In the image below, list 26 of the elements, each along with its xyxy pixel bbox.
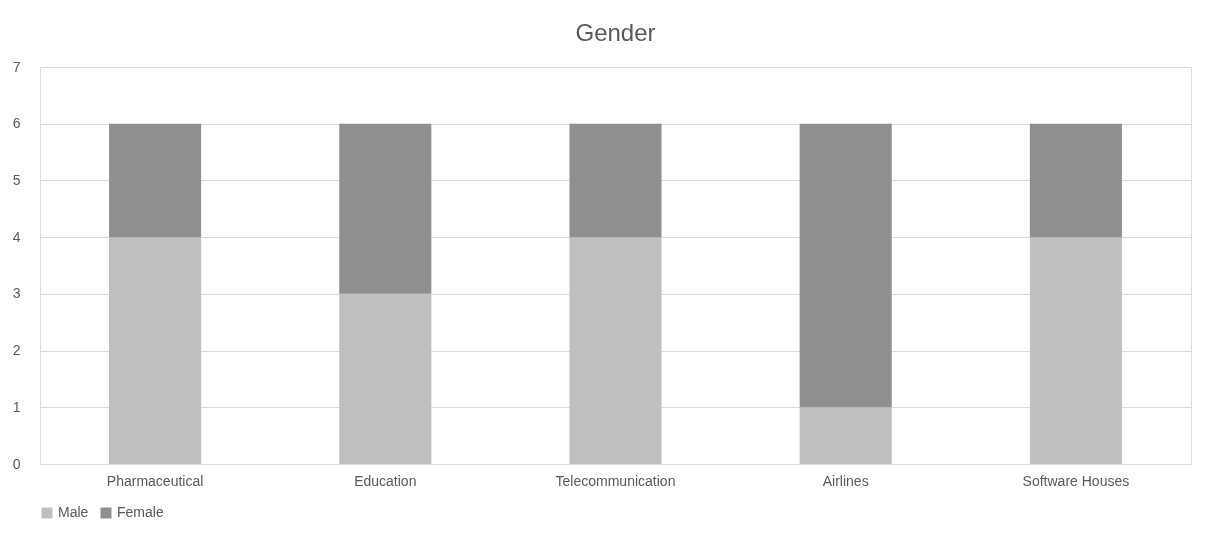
x-tick-label: Education [354,472,417,489]
bar [799,123,892,408]
bar [339,293,432,464]
bar [109,237,202,464]
x-tick-label: Pharmaceutical [106,472,204,489]
chart-title: Gender [575,19,656,46]
x-tick-label: Telecommunication [555,472,676,489]
y-tick-label: 7 [12,58,21,75]
bar [339,123,432,294]
legend-label: Male [58,504,89,520]
x-tick-label: Airlines [822,472,869,489]
x-tick-label: Software Houses [1022,472,1130,489]
bar [569,123,662,238]
bar [1029,237,1122,464]
legend-label: Female [117,504,164,520]
y-tick-label: 6 [12,115,21,132]
y-tick-label: 4 [12,228,21,245]
y-tick-label: 2 [12,342,21,359]
y-tick-label: 0 [12,455,21,472]
y-tick-label: 3 [12,285,21,302]
bar [109,123,202,238]
bar [1029,123,1122,238]
y-tick-label: 1 [12,398,21,415]
y-tick-label: 5 [12,171,21,188]
bar [799,407,892,464]
bar [569,237,662,464]
